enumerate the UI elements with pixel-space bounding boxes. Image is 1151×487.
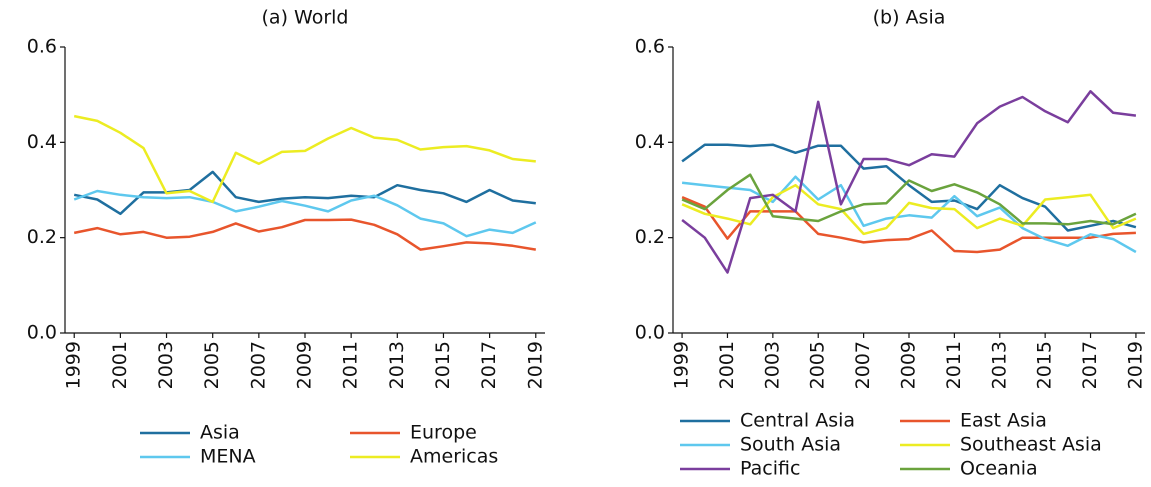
x-tick-label: 2019 [524,341,546,389]
series-line [73,170,536,216]
legend-label: MENA [200,446,256,468]
series-line [681,143,1137,232]
legend-label: Pacific [740,458,800,480]
x-tick-label: 2019 [1124,341,1146,389]
y-tick-label: 0.2 [27,226,57,248]
y-tick-label: 0.4 [27,131,57,153]
x-tick-label: 2017 [478,341,500,389]
legend-label: Americas [410,446,498,468]
x-tick-label: 2003 [761,341,783,389]
legend-label: Asia [200,422,240,444]
series-line [73,218,537,251]
x-tick-label: 2011 [340,341,362,389]
y-tick-label: 0.0 [635,322,665,344]
legend-label: South Asia [740,434,841,456]
x-tick-label: 2007 [247,341,269,389]
y-tick-label: 0.0 [27,322,57,344]
series-line [73,189,537,238]
series-line [73,114,536,204]
x-tick-label: 2017 [1079,341,1101,389]
y-tick-label: 0.2 [635,226,665,248]
x-tick-label: 2001 [109,341,131,389]
x-tick-label: 2005 [807,341,829,389]
x-tick-label: 1999 [63,341,85,389]
series-line [681,196,1136,254]
x-tick-label: 2005 [201,341,223,389]
legend-label: East Asia [960,410,1047,432]
x-tick-label: 2007 [852,341,874,389]
x-tick-label: 2013 [386,341,408,389]
series-line [681,173,1137,226]
series-line [681,183,1137,236]
legend-label: Europe [410,422,477,444]
y-tick-label: 0.6 [27,36,57,58]
y-tick-label: 0.6 [635,36,665,58]
x-tick-label: 2013 [988,341,1010,389]
chart-title: (b) Asia [873,7,946,29]
x-tick-label: 2009 [294,341,316,389]
x-tick-label: 2009 [898,341,920,389]
legend-label: Southeast Asia [960,434,1102,456]
chart-title: (a) World [262,7,349,29]
series-line [681,175,1137,254]
x-tick-label: 2001 [716,341,738,389]
series-line [681,90,1137,274]
y-tick-label: 0.4 [635,131,665,153]
legend-label: Central Asia [740,410,855,432]
legend-label: Oceania [960,458,1038,480]
x-tick-label: 2011 [943,341,965,389]
x-tick-label: 2015 [432,341,454,389]
x-tick-label: 2003 [155,341,177,389]
x-tick-label: 2015 [1034,341,1056,389]
x-tick-label: 1999 [671,341,693,389]
